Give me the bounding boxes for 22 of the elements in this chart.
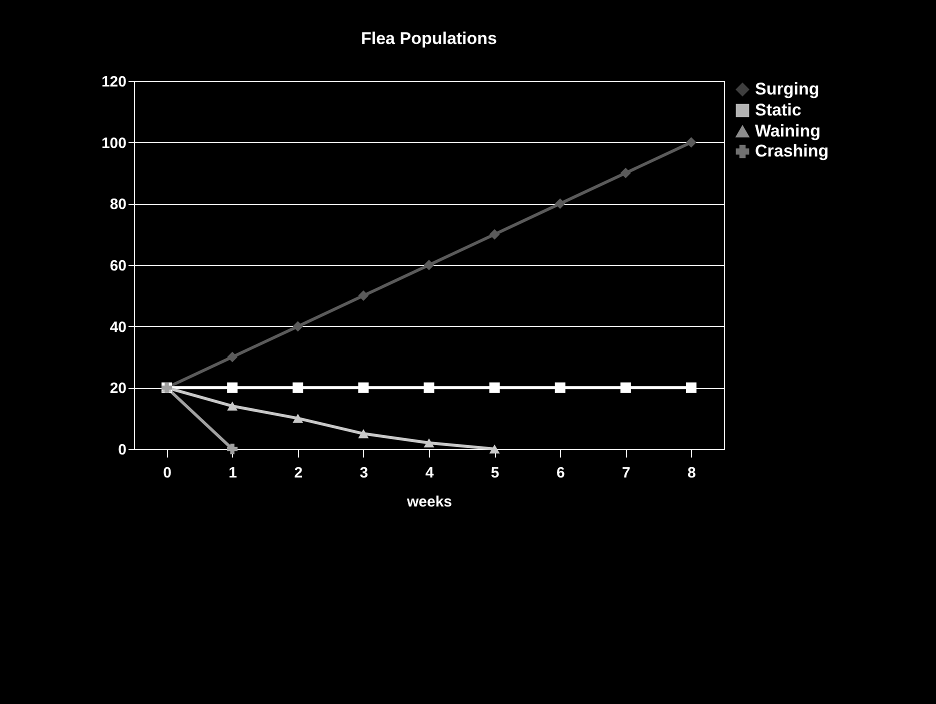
y-tick-label: 40: [110, 318, 126, 336]
x-tick-label: 3: [360, 464, 368, 482]
y-tick-label: 60: [110, 258, 126, 274]
legend-label: Waining: [755, 122, 820, 140]
x-axis-title: weeks: [406, 494, 452, 510]
y-tick-label: 20: [110, 380, 126, 398]
x-tick-label: 5: [490, 464, 500, 482]
legend-label: Crashing: [755, 142, 829, 160]
x-tick-label: 0: [163, 464, 172, 482]
legend-label: Surging: [755, 80, 820, 98]
y-tick-label: 120: [101, 74, 126, 90]
x-tick-label: 4: [425, 464, 434, 482]
legend-label: Static: [755, 100, 802, 120]
y-tick-label: 100: [101, 134, 126, 152]
x-tick-label: 6: [556, 464, 565, 482]
y-tick-label: 80: [110, 196, 126, 214]
x-tick-label: 1: [228, 464, 238, 482]
x-tick-label: 8: [688, 464, 696, 482]
y-tick-label: 0: [118, 442, 126, 458]
x-tick-label: 7: [622, 464, 630, 482]
chart-title: Flea Populations: [360, 29, 498, 48]
x-tick-label: 2: [294, 464, 303, 482]
